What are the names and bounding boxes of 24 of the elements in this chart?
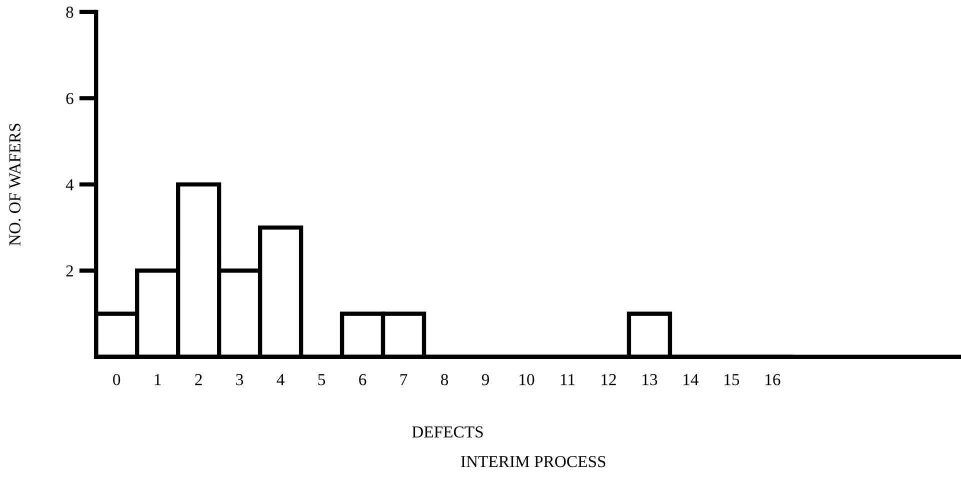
y-tick-label: 2 [66, 265, 73, 276]
x-tick-label: 4 [276, 374, 284, 386]
y-tick-label: 6 [66, 92, 74, 104]
x-tick-label: 14 [684, 374, 699, 386]
y-tick-label: 8 [66, 6, 74, 18]
x-tick-label: 12 [602, 374, 616, 386]
x-tick-label: 15 [724, 374, 740, 386]
x-tick-label: 7 [400, 374, 408, 386]
x-tick-label: 0 [113, 374, 120, 386]
x-axis-title: DEFECTS [412, 426, 483, 438]
x-tick-label: 3 [236, 374, 244, 386]
text: INTERIM PROCESS [461, 456, 606, 468]
x-tick-label: 9 [482, 374, 489, 386]
x-tick-label: 1 [154, 374, 161, 386]
y-axis-title: NO. OF WAFERS [9, 124, 21, 246]
y-tick-label: 4 [66, 179, 74, 190]
x-tick-label: 2 [195, 374, 202, 386]
x-tick-label: 11 [560, 374, 575, 386]
x-tick-label: 10 [520, 374, 534, 386]
x-tick-label: 13 [642, 374, 658, 386]
x-tick-label: 6 [359, 374, 366, 386]
x-tick-label: 5 [318, 374, 326, 386]
x-tick-label: 8 [440, 374, 448, 386]
x-tick-label: 16 [766, 374, 780, 386]
